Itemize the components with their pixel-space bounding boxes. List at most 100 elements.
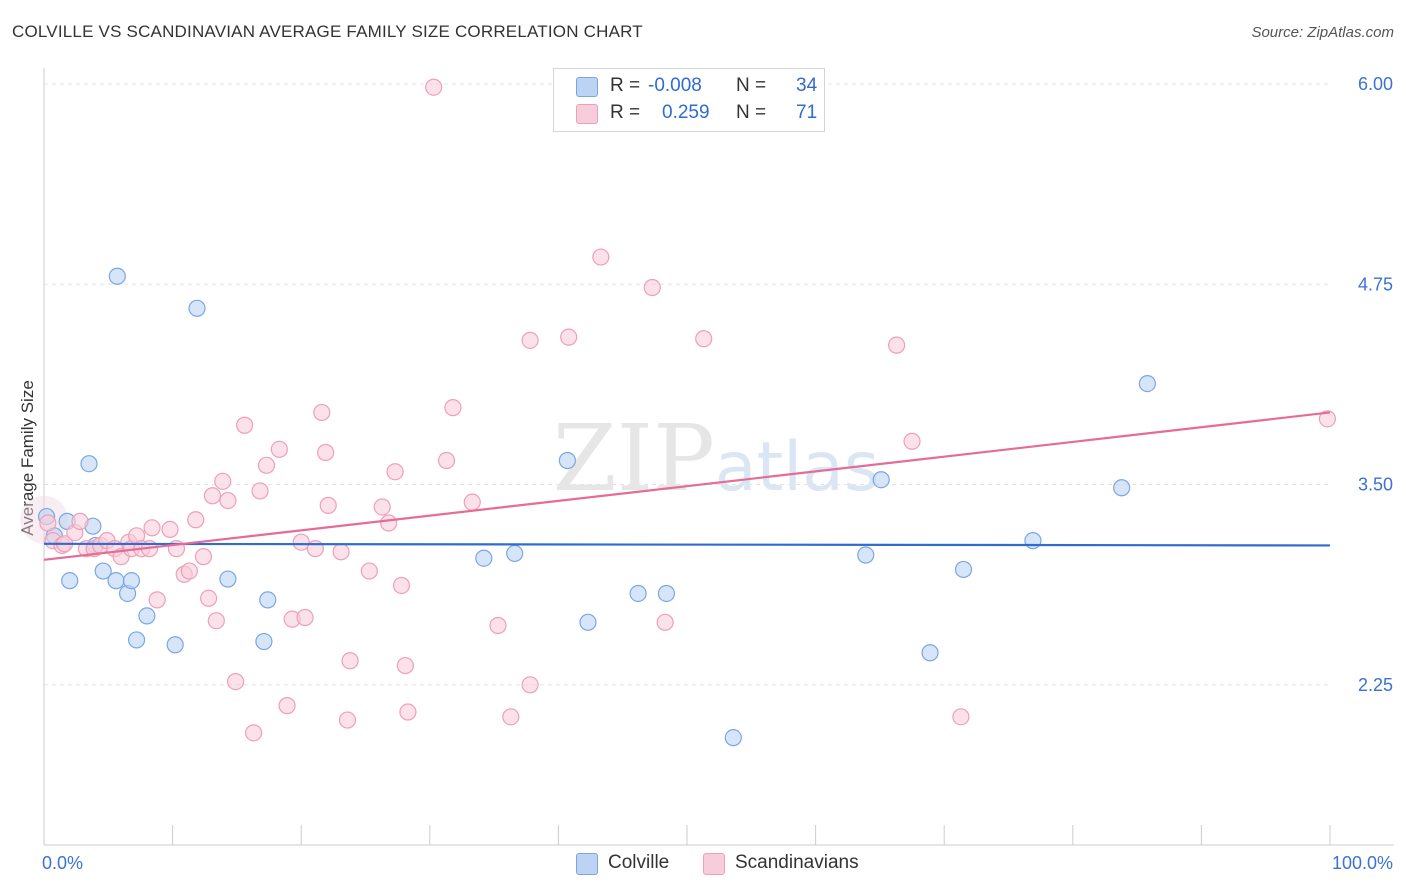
scandinavians-point [292, 533, 310, 551]
scandinavians-point [521, 331, 539, 349]
scandinavians-point [338, 711, 357, 729]
colville-point [921, 644, 939, 662]
source-label: Source: ZipAtlas.com [1251, 24, 1394, 41]
scandinavians-point [200, 589, 218, 607]
legend-r-label: R = [610, 75, 641, 96]
chart-title: COLVILLE VS SCANDINAVIAN AVERAGE FAMILY … [12, 22, 643, 41]
scandinavians-point [380, 514, 398, 532]
scandinavians-point [386, 463, 404, 481]
scandinavians-swatch [703, 853, 725, 875]
scandinavians-point [396, 656, 414, 675]
scandinavians-point [245, 724, 263, 742]
scandinavians-point [1318, 410, 1337, 428]
colville-point [219, 570, 237, 588]
colville-point [1024, 532, 1042, 550]
x-tick-label: 0.0% [42, 853, 83, 873]
scandinavians-point [236, 416, 254, 434]
colville-point [188, 299, 206, 317]
colville-point [954, 560, 973, 579]
colville-point [127, 631, 146, 649]
colville-point [108, 267, 126, 285]
scandinavians-point [296, 608, 314, 627]
scandinavians-point [257, 456, 276, 474]
legend-r-label: R = [610, 102, 641, 123]
colville-point [122, 572, 141, 590]
scandinavians-point [227, 672, 245, 691]
colville-point [94, 562, 112, 580]
scandinavians-point [251, 482, 269, 500]
scandinavians-swatch [576, 104, 598, 124]
y-tick-label: 6.00 [1358, 74, 1393, 94]
colville-point [61, 572, 79, 590]
scandinavians-trendline [43, 411, 1331, 561]
scandinavians-point [399, 703, 417, 721]
scandinavians-point [187, 511, 205, 529]
stats-legend: R = -0.008 N = 34 R = 0.259 N = 71 [553, 68, 825, 132]
legend-n-value: 71 [796, 102, 818, 123]
scandinavians-point [952, 708, 970, 726]
colville-point [629, 584, 647, 603]
colville-point [579, 613, 597, 631]
y-tick-label: 4.75 [1358, 274, 1393, 294]
scandinavians-point [502, 708, 520, 726]
scandinavians-point [392, 576, 411, 595]
colville-point [857, 546, 875, 564]
scandinavians-point [360, 562, 378, 580]
scandinavians-point [463, 493, 481, 511]
legend-r-value: 0.259 [662, 102, 710, 123]
colville-point [558, 451, 577, 470]
legend-n-value: 34 [796, 75, 818, 96]
scandinavians-point [341, 652, 359, 670]
colville-point [872, 471, 890, 489]
colville-swatch [576, 853, 598, 875]
scandinavians-point [903, 432, 921, 450]
colville-point [506, 544, 524, 563]
scandinavians-point [437, 451, 456, 470]
scandinavians-point [489, 616, 507, 635]
colville-point [80, 455, 98, 473]
colville-point [724, 729, 742, 747]
scandinavians-point [425, 78, 443, 96]
scandinavians-point [656, 613, 674, 631]
scandinavians-point [560, 328, 578, 346]
scandinavians-point [194, 548, 213, 566]
scandinavians-point [203, 487, 222, 505]
scandinavians-point [278, 697, 296, 715]
y-tick-label: 3.50 [1358, 475, 1393, 495]
scandinavians-point [313, 403, 331, 422]
legend-r-value: -0.008 [648, 75, 702, 96]
colville-point [107, 572, 125, 590]
colville-point [138, 607, 156, 625]
scandinavians-point [214, 472, 232, 490]
bottom-legend-scandinavians-label: Scandinavians [735, 852, 859, 873]
scandinavians-point [444, 399, 462, 417]
scandinavians-point [643, 278, 661, 297]
scandinavians-point [332, 543, 350, 561]
scandinavians-point [143, 519, 161, 537]
scandinavians-point [39, 514, 57, 532]
legend-n-label: N = [736, 102, 767, 123]
scandinavians-point [270, 440, 288, 458]
scandinavians-point [207, 612, 225, 630]
scandinavians-point [161, 520, 179, 538]
scandinavians-point [219, 491, 237, 510]
scandinavians-point [521, 676, 539, 694]
scandinavians-point [592, 248, 610, 266]
x-tick-label: 100.0% [1332, 853, 1393, 873]
bottom-legend-colville-label: Colville [608, 852, 670, 873]
colville-point [475, 549, 493, 567]
colville-point [166, 636, 184, 654]
y-tick-label: 2.25 [1358, 675, 1393, 695]
scandinavians-point [317, 443, 335, 462]
scandinavians-point [71, 512, 89, 530]
colville-point [255, 632, 273, 651]
scandinavians-point [695, 330, 713, 348]
scandinavians-point [373, 498, 391, 516]
colville-point [259, 591, 277, 609]
colville-point [1113, 479, 1131, 497]
scandinavians-point [888, 336, 906, 354]
scandinavians-point [319, 496, 337, 514]
colville-swatch [576, 77, 598, 97]
scandinavians-point [148, 591, 166, 609]
